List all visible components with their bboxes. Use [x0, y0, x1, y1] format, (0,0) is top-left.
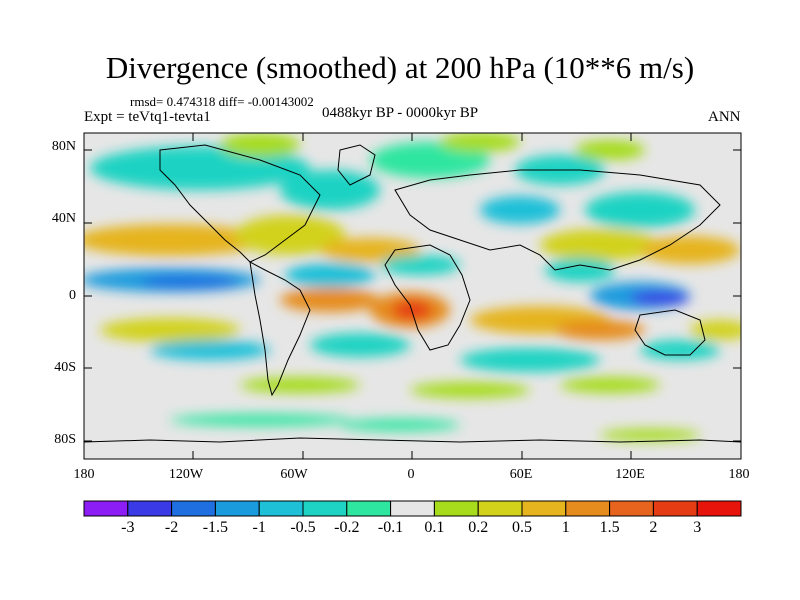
colorbar-label: -0.1 [377, 519, 404, 536]
lat-tick-label: 80S [54, 432, 76, 447]
colorbar-label: 0.1 [424, 519, 445, 536]
contour-region [320, 238, 420, 262]
north-america-outline [159, 144, 321, 263]
eurasia-outline [394, 169, 721, 271]
colorbar-swatch [652, 500, 698, 517]
contour-region [170, 414, 350, 426]
contour-region [340, 419, 460, 431]
colorbar-swatch [521, 500, 567, 517]
contour-region [585, 192, 695, 228]
contour-region [555, 320, 645, 340]
colorbar-swatch [696, 500, 742, 517]
colorbar-swatch [127, 500, 173, 517]
contour-region [640, 340, 720, 360]
contour-region [600, 429, 700, 441]
contour-region [380, 255, 460, 275]
contour-region [540, 229, 660, 261]
colorbar-label: 0.5 [512, 519, 532, 536]
contour-region [240, 377, 360, 393]
contour-region [690, 320, 741, 340]
lon-tick-label: 60W [280, 467, 308, 482]
contour-region [150, 340, 270, 360]
colorbar-label: 2 [649, 519, 658, 536]
contour-region [440, 133, 520, 152]
colorbar-swatch [433, 500, 479, 517]
axis-ticks [83, 133, 742, 459]
contour-region [575, 140, 645, 160]
coastlines [84, 144, 741, 443]
colorbar-label: 1 [561, 519, 570, 536]
contour-region [100, 318, 240, 342]
colorbar-swatch [83, 500, 129, 517]
colorbar-swatch [214, 500, 260, 517]
colorbar-label: -0.5 [290, 519, 316, 536]
colorbar-swatch [258, 500, 304, 517]
contour-region [280, 170, 380, 210]
contour-region [545, 258, 615, 282]
contour-region [480, 196, 560, 224]
colorbar-label: -1 [252, 519, 266, 536]
season-label: ANN [708, 109, 741, 125]
lon-tick-label: 180 [728, 467, 750, 482]
greenland-outline [337, 144, 376, 186]
colorbar-label: -1.5 [202, 519, 229, 536]
colorbar-swatch [609, 500, 654, 517]
colorbar-swatch [477, 500, 523, 517]
colorbar-swatch [565, 500, 611, 517]
contour-region [84, 224, 265, 256]
lon-tick-label: 120E [615, 467, 645, 482]
plot-title: Divergence (smoothed) at 200 hPa (10**6 … [105, 50, 695, 85]
colorbar-label: 3 [693, 519, 702, 536]
colorbar-label: 0.2 [468, 519, 489, 536]
lat-tick-label: 40N [51, 211, 76, 226]
contour-region [220, 133, 300, 157]
period-label: 0488kyr BP - 0000kyr BP [322, 105, 479, 121]
contour-region [630, 291, 690, 305]
contour-region [370, 142, 490, 178]
antarctica-coastline [84, 437, 741, 443]
contour-region [90, 146, 310, 190]
contour-region [235, 215, 345, 255]
colorbar-label: -2 [164, 519, 179, 536]
south-america-outline [249, 261, 311, 397]
contour-region [560, 377, 660, 393]
colorbar-swatch [346, 500, 392, 517]
lon-tick-label: 0 [407, 467, 415, 482]
contour-region [280, 288, 380, 312]
rmsd-diff-stats: rmsd= 0.474318 diff= -0.00143002 [130, 94, 314, 109]
colorbar-swatch [171, 500, 216, 517]
lat-tick-label: 80N [51, 139, 76, 154]
contour-region [410, 382, 530, 398]
lon-tick-label: 60E [509, 467, 533, 482]
field-blobs [84, 133, 741, 441]
africa-outline [384, 244, 471, 351]
colorbar-swatch [302, 500, 348, 517]
lon-tick-label: 120W [168, 467, 204, 482]
lat-tick-label: 0 [69, 288, 76, 303]
contour-region [140, 275, 240, 289]
colorbar-label: -3 [121, 519, 135, 536]
colorbar [83, 500, 742, 517]
contour-field [84, 133, 741, 459]
colorbar-swatch [390, 500, 435, 517]
experiment-label: Expt = teVtq1-tevta1 [84, 109, 211, 125]
contour-region [640, 236, 740, 264]
australia-outline [634, 309, 706, 356]
lon-tick-label: 180 [73, 467, 95, 482]
colorbar-label: -0.2 [334, 519, 360, 536]
contour-region [310, 333, 410, 357]
contour-region [460, 348, 600, 372]
lat-tick-label: 40S [54, 360, 76, 375]
contour-region [285, 263, 375, 287]
colorbar-label: 1.5 [599, 519, 620, 536]
